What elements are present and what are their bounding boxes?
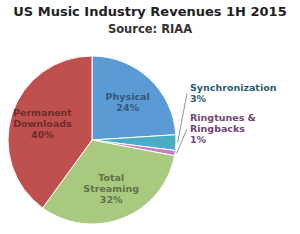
slice-label-line: Ringbacks (190, 123, 245, 134)
chart: US Music Industry Revenues 1H 2015 Source… (0, 0, 300, 234)
slice (8, 56, 92, 208)
slice-label-line: Permanent (13, 107, 72, 118)
data-label: 1% (190, 134, 207, 145)
slice-label-line: Synchronization (190, 82, 277, 93)
slice (92, 56, 176, 140)
slice-label-line: Total (98, 172, 124, 183)
slice-label: PermanentDownloads (13, 107, 72, 129)
data-label: 40% (31, 129, 54, 140)
slice-label: Synchronization (190, 82, 277, 93)
slice-label: Physical (106, 91, 150, 102)
leader-line (177, 129, 187, 153)
leader-line (178, 93, 187, 142)
subtitle: Source: RIAA (108, 22, 192, 36)
data-label: 3% (190, 93, 207, 104)
labels: Physical24% Synchronization3% Ringtunes &R… (13, 82, 277, 205)
slice-label-line: Streaming (83, 183, 139, 194)
slice-label: TotalStreaming (83, 172, 139, 194)
slice-label-line: Physical (106, 91, 150, 102)
data-label: 24% (116, 102, 139, 113)
data-label: 32% (100, 194, 123, 205)
slice-label-line: Ringtunes & (190, 112, 256, 123)
title: US Music Industry Revenues 1H 2015 (13, 4, 286, 19)
pie (8, 56, 176, 224)
slice-label-line: Downloads (13, 118, 72, 129)
slice-label: Ringtunes &Ringbacks (190, 112, 256, 134)
